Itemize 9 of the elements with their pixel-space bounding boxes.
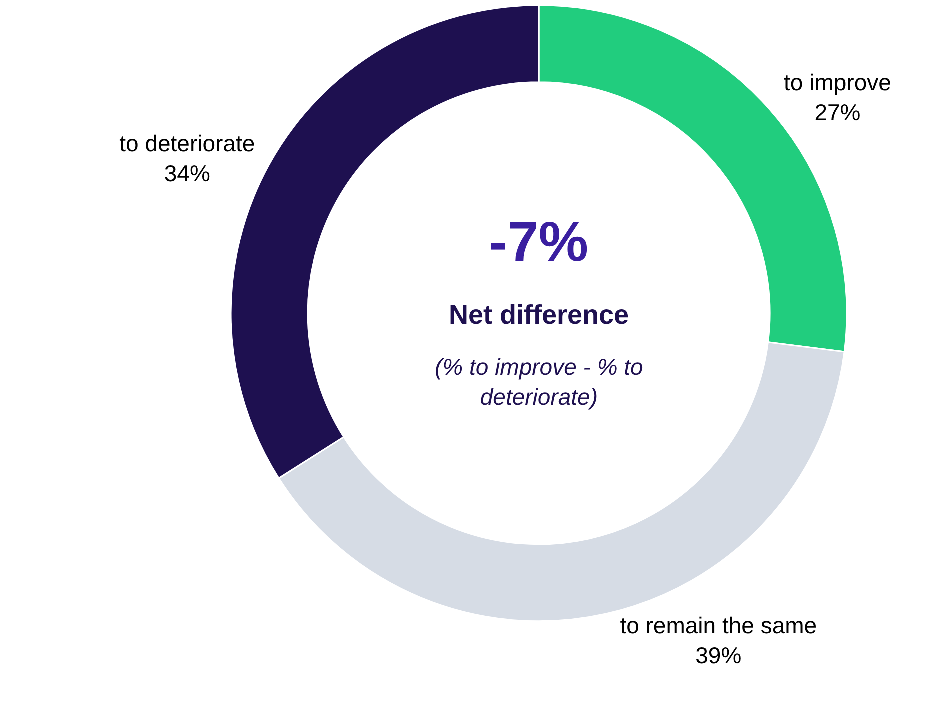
slice-label: to improve	[784, 70, 892, 96]
slice-label: to remain the same	[620, 612, 818, 639]
data-label: 34%	[164, 160, 210, 186]
text: (% to improve - % to deteriorate)	[435, 354, 644, 410]
text: Net difference	[449, 300, 630, 330]
data-label: 27%	[814, 99, 861, 126]
slice-label: to deteriorate	[120, 130, 256, 157]
data-label: 39%	[696, 642, 742, 669]
text: -7%	[489, 210, 589, 273]
